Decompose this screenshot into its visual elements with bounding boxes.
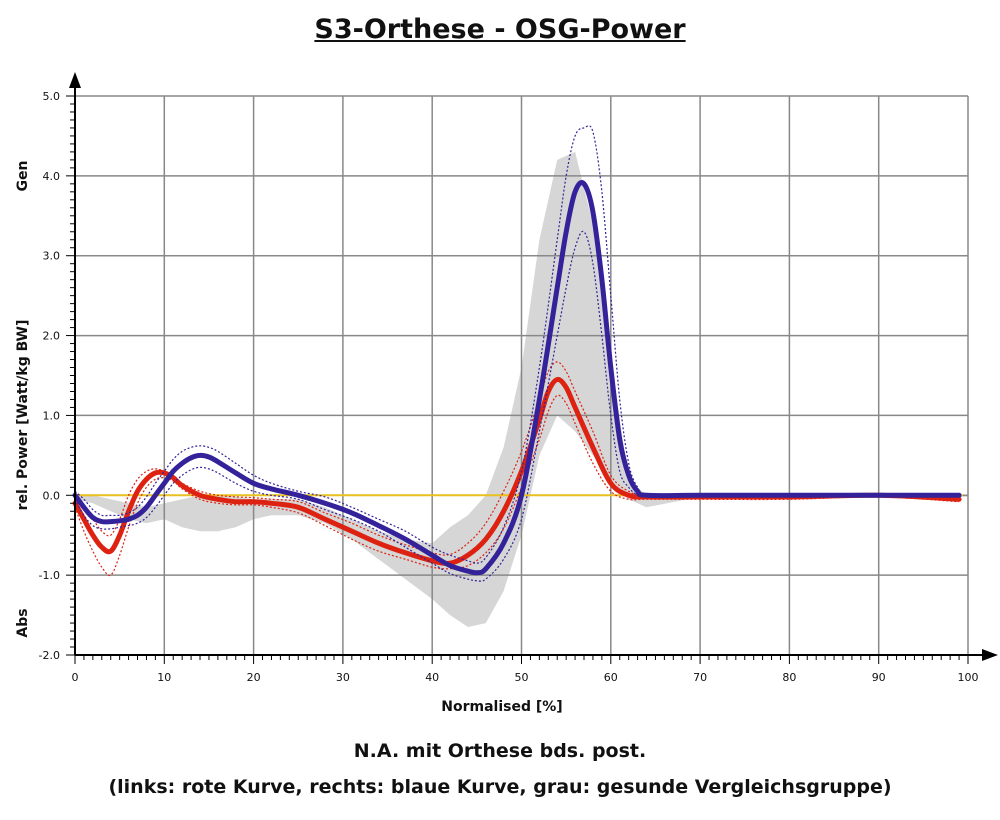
right-series-mean (72, 180, 962, 576)
tick-layer: 0 10 20 30 40 50 60 70 80 90 100 -2.0 -1.0 0.0 1.0 2.0 3… (39, 90, 979, 684)
left-series-mean (72, 376, 962, 566)
x-tick-label: 40 (425, 671, 439, 684)
x-tick-label: 20 (247, 671, 261, 684)
y-tick-label: 5.0 (43, 90, 61, 103)
y-tick-label: 4.0 (43, 170, 61, 183)
y-tick-label: 2.0 (43, 330, 61, 343)
chart: 0 10 20 30 40 50 60 70 80 90 100 -2.0 -1.0 0.0 1.0 2.0 3… (15, 72, 998, 715)
x-tick-label: 50 (515, 671, 529, 684)
x-axis-arrow (982, 649, 998, 661)
y-axis-label: rel. Power [Watt/kg BW] (15, 320, 31, 511)
x-tick-label: 60 (604, 671, 618, 684)
y-tick-label: -1.0 (39, 569, 60, 582)
y-tick-label: -2.0 (39, 649, 60, 662)
y-axis-gen-label: Gen (15, 161, 31, 192)
x-axis-label: Normalised [%] (441, 699, 562, 715)
x-tick-label: 10 (157, 671, 171, 684)
x-tick-label: 70 (693, 671, 707, 684)
y-tick-label: 0.0 (43, 489, 61, 502)
x-tick-label: 0 (72, 671, 79, 684)
caption-line-1: N.A. mit Orthese bds. post. (353, 740, 647, 762)
left-series-lower (74, 394, 960, 577)
y-tick-label: 1.0 (43, 409, 61, 422)
y-tick-label: 3.0 (43, 250, 61, 263)
x-tick-label: 90 (872, 671, 886, 684)
x-tick-label: 30 (336, 671, 350, 684)
x-tick-label: 100 (958, 671, 979, 684)
right-series-lower (74, 230, 960, 582)
y-axis-abs-label: Abs (15, 608, 31, 637)
grid-layer (75, 95, 969, 655)
series-layer (72, 125, 963, 582)
y-axis-arrow (69, 72, 81, 88)
right-series-upper (74, 125, 960, 564)
caption-line-2: (links: rote Kurve, rechts: blaue Kurve,… (108, 776, 892, 798)
chart-title: S3-Orthese - OSG-Power (314, 14, 686, 45)
x-tick-label: 80 (782, 671, 796, 684)
